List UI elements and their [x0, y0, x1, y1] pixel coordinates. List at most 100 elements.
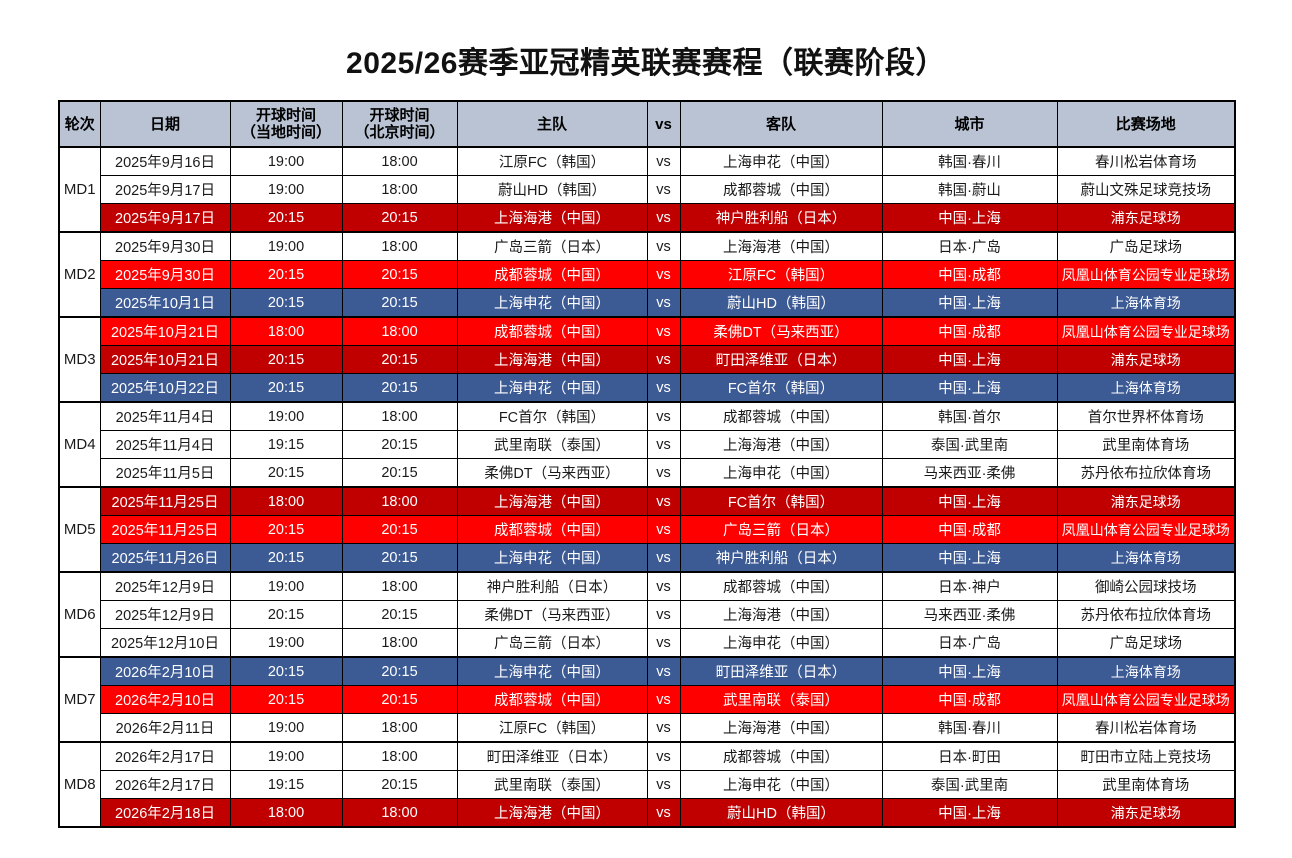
away-cell: 上海申花（中国） [679, 770, 883, 800]
venue-cell: 武里南体育场 [1056, 770, 1236, 800]
away-cell: 成都蓉城（中国） [679, 401, 883, 432]
vs-separator: vs [646, 373, 681, 403]
city-cell: 韩国·春川 [881, 146, 1058, 177]
home-cell: 成都蓉城（中国） [456, 685, 648, 715]
venue-cell: 御崎公园球技场 [1056, 571, 1236, 602]
beijing-cell: 20:15 [341, 373, 458, 403]
away-cell: 上海申花（中国） [679, 146, 883, 177]
city-cell: 泰国·武里南 [881, 770, 1058, 800]
matchday-label: MD1 [58, 146, 101, 233]
matchday-label: MD5 [58, 486, 101, 573]
city-cell: 中国·成都 [881, 685, 1058, 715]
beijing-cell: 20:15 [341, 288, 458, 318]
venue-cell: 苏丹依布拉欣体育场 [1056, 458, 1236, 488]
away-cell: 上海海港（中国） [679, 713, 883, 743]
local-cell: 19:00 [229, 231, 343, 262]
local-cell: 20:15 [229, 345, 343, 375]
beijing-cell: 18:00 [341, 741, 458, 772]
vs-separator: vs [646, 713, 681, 743]
away-cell: 上海申花（中国） [679, 628, 883, 658]
column-header-away-team: 客队 [679, 100, 883, 148]
table-row: MD8 2026年2月17日 19:00 18:00 町田泽维亚（日本） vs 成都蓉城（中… [58, 741, 1236, 828]
venue-cell: 凤凰山体育公园专业足球场 [1056, 685, 1236, 715]
beijing-cell: 18:00 [341, 713, 458, 743]
local-cell: 20:15 [229, 373, 343, 403]
date-cell: 2026年2月11日 [99, 713, 231, 743]
vs-separator: vs [646, 345, 681, 375]
table-row: 2026年2月10日 20:15 20:15 成都蓉城（中国） vs 武里南联（泰国） 中国… [59, 685, 1236, 715]
venue-cell: 广岛足球场 [1056, 231, 1236, 262]
home-cell: 江原FC（韩国） [456, 713, 648, 743]
away-cell: FC首尔（韩国） [679, 486, 883, 517]
matchday-label: MD7 [58, 656, 101, 743]
home-cell: 上海申花（中国） [456, 656, 648, 687]
away-cell: 蔚山HD（韩国） [679, 798, 883, 829]
table-row: MD4 2025年11月4日 19:00 18:00 FC首尔（韩国） vs 成都蓉城（中国… [58, 401, 1236, 488]
away-cell: 町田泽维亚（日本） [679, 656, 883, 687]
date-cell: 2025年9月16日 [99, 146, 231, 177]
home-cell: 柔佛DT（马来西亚） [456, 458, 648, 488]
beijing-cell: 20:15 [341, 770, 458, 800]
venue-cell: 浦东足球场 [1056, 798, 1236, 829]
date-cell: 2025年11月25日 [99, 515, 231, 545]
local-cell: 19:00 [229, 175, 343, 205]
vs-separator: vs [646, 458, 681, 488]
date-cell: 2025年11月5日 [99, 458, 231, 488]
beijing-cell: 20:15 [341, 203, 458, 233]
column-header-date: 日期 [99, 100, 231, 148]
table-row: 2025年9月30日 20:15 20:15 成都蓉城（中国） vs 江原FC（韩国） 中国… [59, 260, 1236, 290]
vs-separator: vs [646, 656, 681, 687]
away-cell: 上海海港（中国） [679, 600, 883, 630]
vs-separator: vs [646, 798, 681, 829]
table-row: 2026年2月11日 19:00 18:00 江原FC（韩国） vs 上海海港（中国） 韩国… [59, 713, 1236, 743]
date-cell: 2025年9月17日 [99, 203, 231, 233]
column-header-beijing-time: 开球时间 （北京时间） [341, 100, 458, 148]
beijing-cell: 18:00 [341, 401, 458, 432]
city-cell: 中国·上海 [881, 656, 1058, 687]
date-cell: 2025年12月9日 [99, 571, 231, 602]
beijing-cell: 20:15 [341, 458, 458, 488]
vs-separator: vs [646, 146, 681, 177]
table-row: 2025年10月1日 20:15 20:15 上海申花（中国） vs 蔚山HD（韩国） 中国… [59, 288, 1236, 318]
schedule-table-container: 轮次 日期 开球时间 （当地时间） 开球时间 （北京时间） 主队 vs 客队 城… [58, 100, 1236, 829]
home-cell: 武里南联（泰国） [456, 770, 648, 800]
local-cell: 20:15 [229, 288, 343, 318]
table-row: 2025年9月17日 20:15 20:15 上海海港（中国） vs 神户胜利船（日本）中… [59, 203, 1236, 233]
column-header-vs: vs [646, 100, 681, 148]
table-row: 2025年12月10日 19:00 18:00 广岛三箭（日本） vs 上海申花（中国）日… [59, 628, 1236, 658]
home-cell: 神户胜利船（日本） [456, 571, 648, 602]
beijing-cell: 20:15 [341, 430, 458, 460]
table-row: 2025年11月4日 19:15 20:15 武里南联（泰国） vs 上海海港（中国） 泰国… [59, 430, 1236, 460]
city-cell: 日本·町田 [881, 741, 1058, 772]
column-header-venue: 比赛场地 [1056, 100, 1236, 148]
venue-cell: 春川松岩体育场 [1056, 713, 1236, 743]
local-cell: 19:00 [229, 401, 343, 432]
column-header-round: 轮次 [58, 100, 101, 148]
city-cell: 中国·上海 [881, 373, 1058, 403]
local-cell: 19:00 [229, 571, 343, 602]
beijing-cell: 18:00 [341, 231, 458, 262]
date-cell: 2025年10月21日 [99, 316, 231, 347]
home-cell: 上海申花（中国） [456, 373, 648, 403]
home-cell: 上海申花（中国） [456, 288, 648, 318]
local-cell: 19:00 [229, 741, 343, 772]
away-cell: 江原FC（韩国） [679, 260, 883, 290]
schedule-table: 轮次 日期 开球时间 （当地时间） 开球时间 （北京时间） 主队 vs 客队 城… [58, 100, 1236, 829]
date-cell: 2025年11月25日 [99, 486, 231, 517]
local-cell: 20:15 [229, 260, 343, 290]
beijing-cell: 18:00 [341, 316, 458, 347]
table-row: 2025年9月17日 19:00 18:00 蔚山HD（韩国） vs 成都蓉城（中国） 韩国… [59, 175, 1236, 205]
city-cell: 马来西亚·柔佛 [881, 600, 1058, 630]
local-cell: 20:15 [229, 543, 343, 573]
city-cell: 中国·上海 [881, 288, 1058, 318]
venue-cell: 上海体育场 [1056, 373, 1236, 403]
table-row: 2025年11月25日 20:15 20:15 成都蓉城（中国） vs 广岛三箭（日本）中… [59, 515, 1236, 545]
city-cell: 日本·广岛 [881, 231, 1058, 262]
venue-cell: 浦东足球场 [1056, 345, 1236, 375]
local-cell: 20:15 [229, 458, 343, 488]
matchday-label: MD4 [58, 401, 101, 488]
away-cell: 町田泽维亚（日本） [679, 345, 883, 375]
beijing-cell: 20:15 [341, 515, 458, 545]
city-cell: 中国·上海 [881, 486, 1058, 517]
table-row: 2025年10月21日 20:15 20:15 上海海港（中国） vs 町田泽维亚（日本）… [59, 345, 1236, 375]
